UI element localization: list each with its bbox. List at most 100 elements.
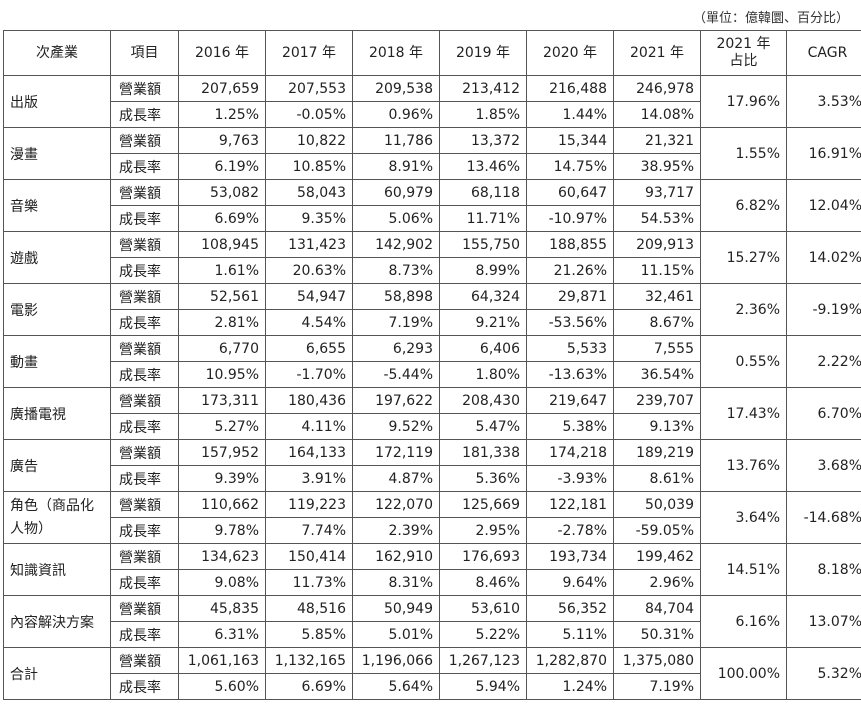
growth-cell: 11.15% [613, 257, 701, 284]
growth-cell: 14.08% [613, 101, 701, 128]
revenue-cell: 1,132,165 [265, 647, 353, 674]
revenue-cell: 193,734 [526, 543, 614, 570]
header-cell-2018: 2018 年 [352, 30, 440, 76]
item-label-growth: 成長率 [110, 673, 179, 700]
item-label-revenue: 營業額 [110, 647, 179, 674]
growth-cell: 9.08% [178, 569, 266, 596]
cagr-cell: 14.02% [786, 231, 861, 284]
header-cell-2016: 2016 年 [178, 30, 266, 76]
table-row: 成長率 5.27% 4.11% 9.52% 5.47% 5.38% 9.13% [4, 413, 861, 440]
header-cell-2019: 2019 年 [439, 30, 527, 76]
table-row: 音樂 營業額 53,082 58,043 60,979 68,118 60,647 93,71… [3, 179, 861, 232]
revenue-cell: 93,717 [613, 179, 701, 206]
item-label-growth: 成長率 [110, 101, 179, 128]
revenue-cell: 54,947 [265, 283, 353, 310]
revenue-cell: 122,070 [352, 491, 440, 518]
item-label-revenue: 營業額 [110, 595, 179, 622]
share-cell: 17.96% [700, 75, 787, 128]
category-cell: 音樂 [3, 179, 111, 232]
table-row: 動畫 營業額 6,770 6,655 6,293 6,406 5,533 7,555 0.55%… [3, 335, 861, 388]
revenue-cell: 164,133 [265, 439, 353, 466]
growth-cell: 5.06% [352, 205, 440, 232]
revenue-cell: 58,043 [265, 179, 353, 206]
revenue-cell: 209,538 [352, 75, 440, 102]
revenue-cell: 64,324 [439, 283, 527, 310]
revenue-cell: 58,898 [352, 283, 440, 310]
revenue-cell: 60,647 [526, 179, 614, 206]
growth-cell: 6.19% [178, 153, 266, 180]
header-cell-2021: 2021 年 [613, 30, 701, 76]
revenue-cell: 207,553 [265, 75, 353, 102]
item-label-revenue: 營業額 [110, 387, 179, 414]
share-cell: 2.36% [700, 283, 787, 336]
growth-cell: 9.21% [439, 309, 527, 336]
growth-cell: 7.19% [613, 673, 701, 700]
header-cell-category: 次產業 [3, 30, 111, 76]
revenue-cell: 6,293 [352, 335, 440, 362]
growth-cell: 9.52% [352, 413, 440, 440]
category-cell: 廣告 [3, 439, 111, 492]
revenue-cell: 29,871 [526, 283, 614, 310]
growth-cell: 9.78% [178, 517, 266, 544]
growth-cell: 5.01% [352, 621, 440, 648]
item-label-revenue: 營業額 [110, 127, 179, 154]
revenue-cell: 13,372 [439, 127, 527, 154]
growth-cell: -59.05% [613, 517, 701, 544]
item-label-revenue: 營業額 [110, 179, 179, 206]
growth-cell: 10.85% [265, 153, 353, 180]
category-cell: 合計 [3, 647, 111, 700]
item-label-revenue: 營業額 [110, 283, 179, 310]
revenue-cell: 6,770 [178, 335, 266, 362]
growth-cell: 1.44% [526, 101, 614, 128]
growth-cell: 5.38% [526, 413, 614, 440]
growth-cell: 38.95% [613, 153, 701, 180]
growth-cell: 5.22% [439, 621, 527, 648]
revenue-cell: 207,659 [178, 75, 266, 102]
growth-cell: 1.80% [439, 361, 527, 388]
header-cell-share: 2021 年 占比 [700, 30, 787, 76]
growth-cell: 5.11% [526, 621, 614, 648]
revenue-cell: 172,119 [352, 439, 440, 466]
revenue-cell: 134,623 [178, 543, 266, 570]
cagr-cell: 2.22% [786, 335, 861, 388]
growth-cell: 4.87% [352, 465, 440, 492]
revenue-cell: 173,311 [178, 387, 266, 414]
growth-cell: 1.25% [178, 101, 266, 128]
revenue-cell: 181,338 [439, 439, 527, 466]
share-cell: 14.51% [700, 543, 787, 596]
revenue-cell: 142,902 [352, 231, 440, 258]
revenue-cell: 155,750 [439, 231, 527, 258]
revenue-cell: 122,181 [526, 491, 614, 518]
industry-table: 次產業 項目 2016 年 2017 年 2018 年 2019 年 2020 … [3, 30, 861, 700]
growth-cell: 36.54% [613, 361, 701, 388]
cagr-cell: 13.07% [786, 595, 861, 648]
item-label-growth: 成長率 [110, 257, 179, 284]
unit-note: （單位：億韓圜、百分比） [692, 11, 849, 26]
table-row: 成長率 6.19% 10.85% 8.91% 13.46% 14.75% 38.95% [4, 153, 861, 180]
table-row: 成長率 1.25% -0.05% 0.96% 1.85% 1.44% 14.08% [4, 101, 861, 128]
category-cell: 出版 [3, 75, 111, 128]
growth-cell: -5.44% [352, 361, 440, 388]
growth-cell: 14.75% [526, 153, 614, 180]
revenue-cell: 213,412 [439, 75, 527, 102]
growth-cell: 8.73% [352, 257, 440, 284]
item-label-growth: 成長率 [110, 621, 179, 648]
table-row: 出版 營業額 207,659 207,553 209,538 213,412 216,488… [3, 75, 861, 128]
growth-cell: 5.94% [439, 673, 527, 700]
item-label-growth: 成長率 [110, 361, 179, 388]
revenue-cell: 180,436 [265, 387, 353, 414]
table-row: 成長率 9.39% 3.91% 4.87% 5.36% -3.93% 8.61% [4, 465, 861, 492]
revenue-cell: 1,196,066 [352, 647, 440, 674]
growth-cell: 9.13% [613, 413, 701, 440]
cagr-cell: -9.19% [786, 283, 861, 336]
revenue-cell: 1,267,123 [439, 647, 527, 674]
item-label-growth: 成長率 [110, 153, 179, 180]
growth-cell: 5.47% [439, 413, 527, 440]
category-cell: 遊戲 [3, 231, 111, 284]
share-cell: 3.64% [700, 491, 787, 544]
revenue-cell: 131,423 [265, 231, 353, 258]
revenue-cell: 11,786 [352, 127, 440, 154]
revenue-cell: 60,979 [352, 179, 440, 206]
item-label-revenue: 營業額 [110, 439, 179, 466]
revenue-cell: 5,533 [526, 335, 614, 362]
